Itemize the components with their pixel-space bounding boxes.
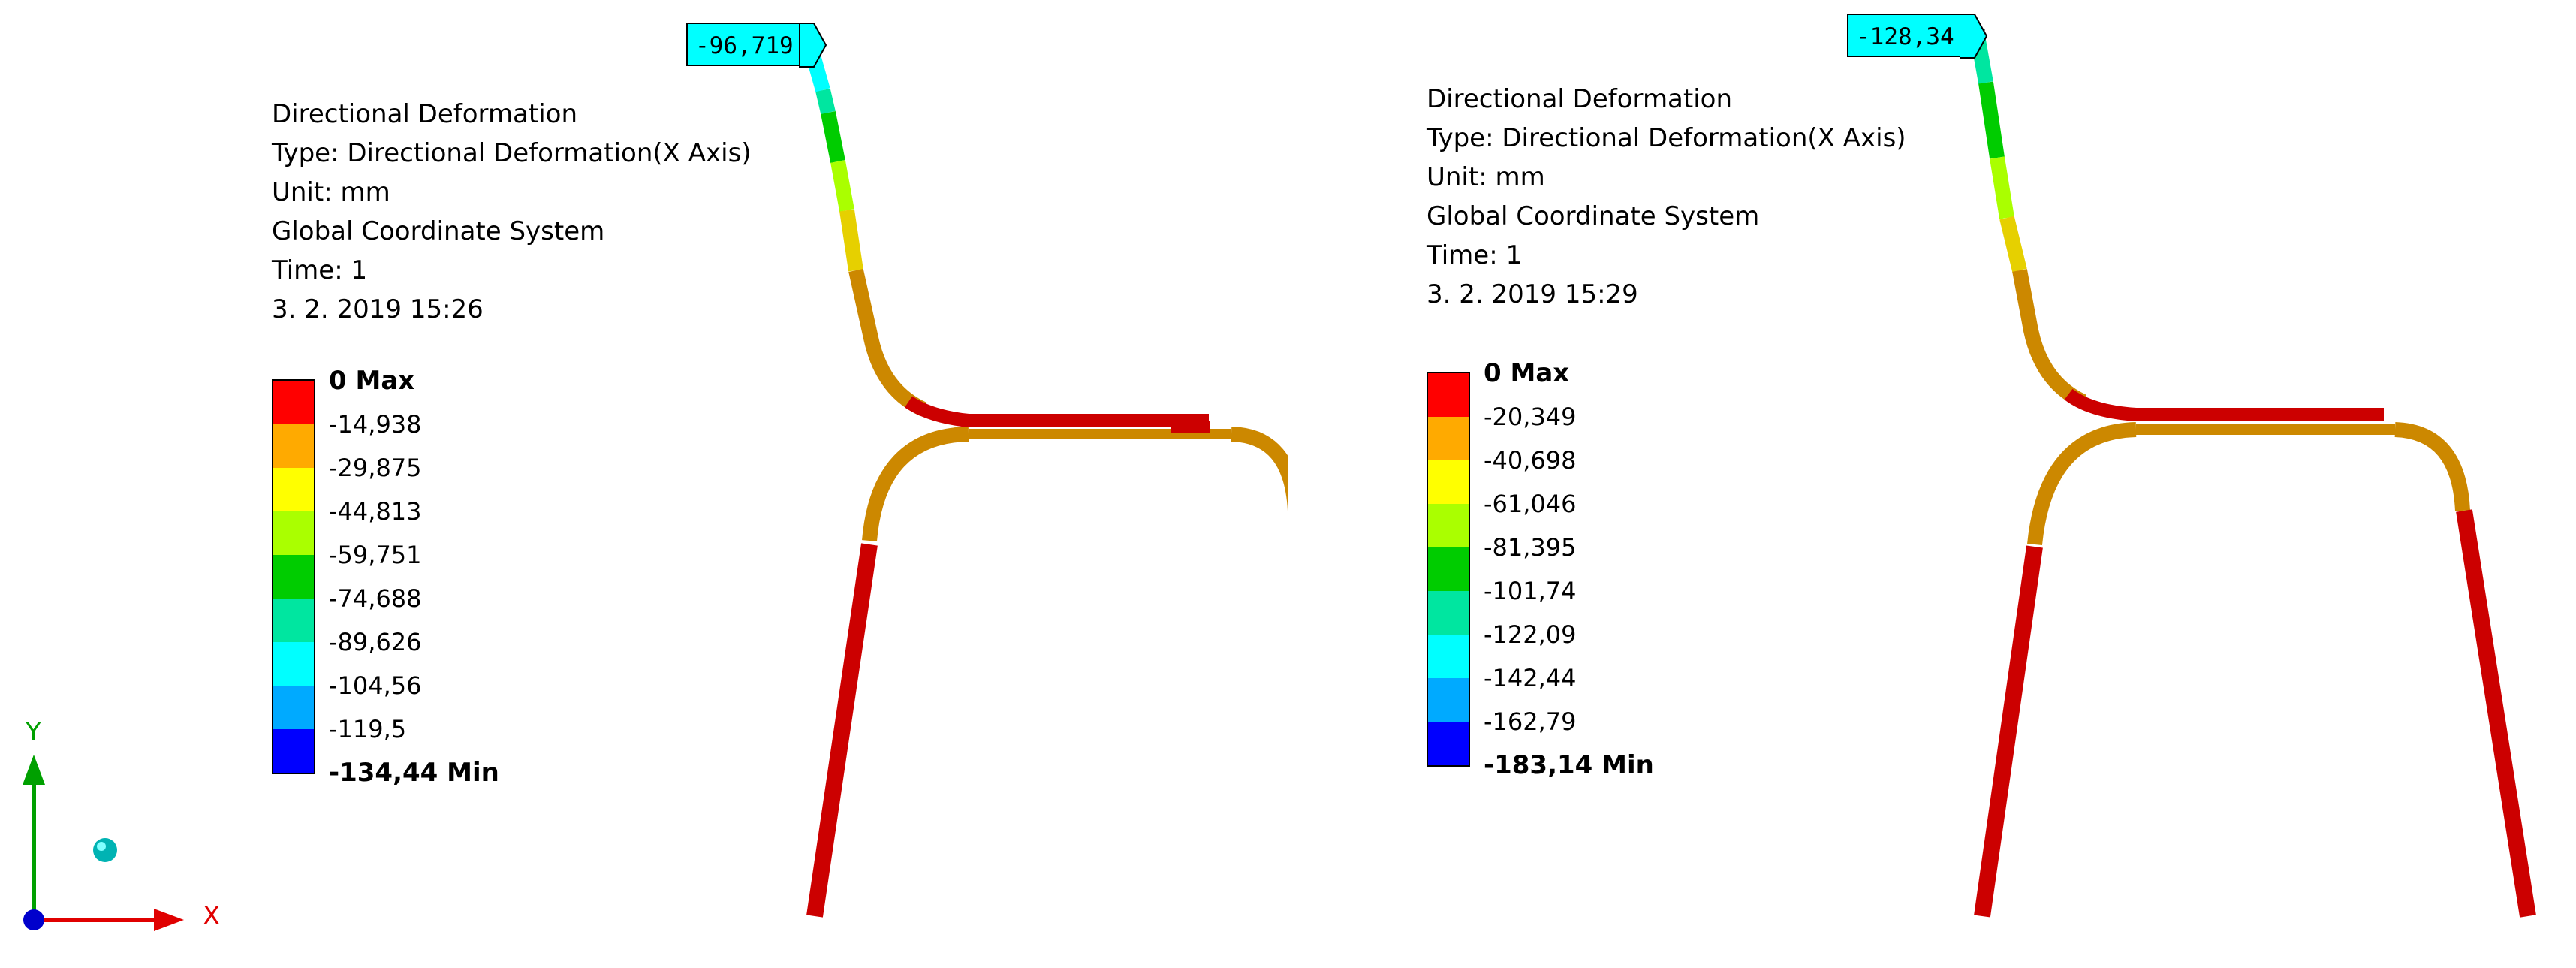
color-legend: 0 Max -20,349 -40,698 -61,046 -81,395 -1… (1427, 358, 1727, 780)
backrest-segment (1990, 156, 2014, 219)
legend-label: -61,046 (1484, 490, 1577, 518)
backrest-segment (815, 88, 836, 115)
legend-label: -59,751 (329, 541, 422, 569)
legend-swatch (272, 729, 315, 774)
legend-swatch (272, 511, 315, 555)
legend-min-label: -134,44 Min (329, 758, 499, 788)
legend-top-border (272, 379, 315, 381)
front-leg (2456, 509, 2536, 918)
legend-swatch (272, 555, 315, 599)
probe-value: -96,719 (686, 23, 803, 66)
result-info: Directional Deformation Type: Directiona… (1427, 80, 1906, 314)
backrest-segment (2012, 269, 2087, 409)
backrest-segment (1999, 216, 2027, 273)
result-coordinate-system: Global Coordinate System (1427, 201, 1760, 231)
legend-max-label: 0 Max (329, 366, 415, 396)
legend-label: -104,56 (329, 671, 422, 700)
seat-top (905, 396, 1209, 427)
result-unit: Unit: mm (272, 177, 390, 207)
result-type: Type: Directional Deformation(X Axis) (272, 138, 752, 168)
result-time: Time: 1 (272, 255, 368, 285)
legend-swatch (1427, 504, 1470, 547)
legend-min-label: -183,14 Min (1484, 750, 1654, 780)
probe-arrow-icon (799, 23, 827, 68)
legend-swatch (1427, 373, 1470, 417)
legend-swatch (1427, 417, 1470, 460)
legend-max-label: 0 Max (1484, 358, 1570, 388)
result-time: Time: 1 (1427, 240, 1523, 270)
legend-label: -81,395 (1484, 533, 1577, 562)
result-info: Directional Deformation Type: Directiona… (272, 95, 752, 329)
legend-label: -20,349 (1484, 403, 1577, 431)
legend-swatch (272, 381, 315, 424)
probe-arrow-icon (1960, 14, 1988, 59)
result-date: 3. 2. 2019 15:29 (1427, 279, 1638, 309)
result-panel-right: Directional Deformation Type: Directiona… (1288, 0, 2576, 965)
chair-model-view[interactable] (1288, 0, 2576, 965)
rear-leg (1974, 545, 2043, 918)
result-coordinate-system: Global Coordinate System (272, 216, 605, 246)
legend-label: -29,875 (329, 454, 422, 482)
backrest-segment (1978, 81, 2005, 159)
legend-swatch (1427, 591, 1470, 635)
result-panel-left: Directional Deformation Type: Directiona… (0, 0, 1288, 965)
legend-label: -122,09 (1484, 620, 1577, 649)
legend-top-border (1427, 372, 1470, 373)
legend-swatch (272, 599, 315, 642)
legend-swatch (272, 642, 315, 686)
legend-swatch (272, 424, 315, 468)
front-leg-bend (2394, 422, 2470, 511)
legend-label: -142,44 (1484, 664, 1577, 692)
rear-leg-bend (862, 427, 969, 541)
result-unit: Unit: mm (1427, 162, 1545, 192)
legend-swatch (1427, 678, 1470, 722)
chair-model-view[interactable] (0, 0, 1288, 965)
triad-icon (23, 755, 184, 931)
legend-swatch (272, 468, 315, 511)
seat-top (2064, 388, 2384, 421)
legend-label: -162,79 (1484, 707, 1577, 736)
backrest-segment (830, 160, 854, 212)
legend-swatch (1427, 635, 1470, 678)
legend-swatch (1427, 722, 1470, 767)
coordinate-triad[interactable]: Y X (0, 691, 240, 965)
legend-label: -119,5 (329, 715, 407, 743)
result-title: Directional Deformation (272, 99, 578, 129)
legend-swatch (1427, 547, 1470, 591)
legend-label: -40,698 (1484, 446, 1577, 475)
legend-swatch (1427, 460, 1470, 504)
backrest-segment (821, 111, 845, 163)
x-axis-label: X (203, 901, 221, 931)
legend-label: -44,813 (329, 497, 422, 526)
legend-label: -89,626 (329, 628, 422, 656)
result-title: Directional Deformation (1427, 84, 1733, 114)
rear-leg (806, 543, 878, 918)
probe-value: -128,34 (1847, 14, 1963, 57)
result-date: 3. 2. 2019 15:26 (272, 294, 484, 324)
rear-leg-bend (2027, 422, 2137, 545)
legend-label: -14,938 (329, 410, 422, 439)
color-legend: 0 Max -14,938 -29,875 -44,813 -59,751 -7… (272, 366, 572, 788)
legend-label: -74,688 (329, 584, 422, 613)
legend-label: -101,74 (1484, 577, 1577, 605)
front-leg-bend (1231, 427, 1288, 511)
y-axis-label: Y (26, 717, 41, 747)
result-type: Type: Directional Deformation(X Axis) (1427, 123, 1906, 153)
backrest-segment (839, 209, 863, 272)
legend-swatch (272, 686, 315, 729)
backrest-segment (848, 268, 927, 417)
